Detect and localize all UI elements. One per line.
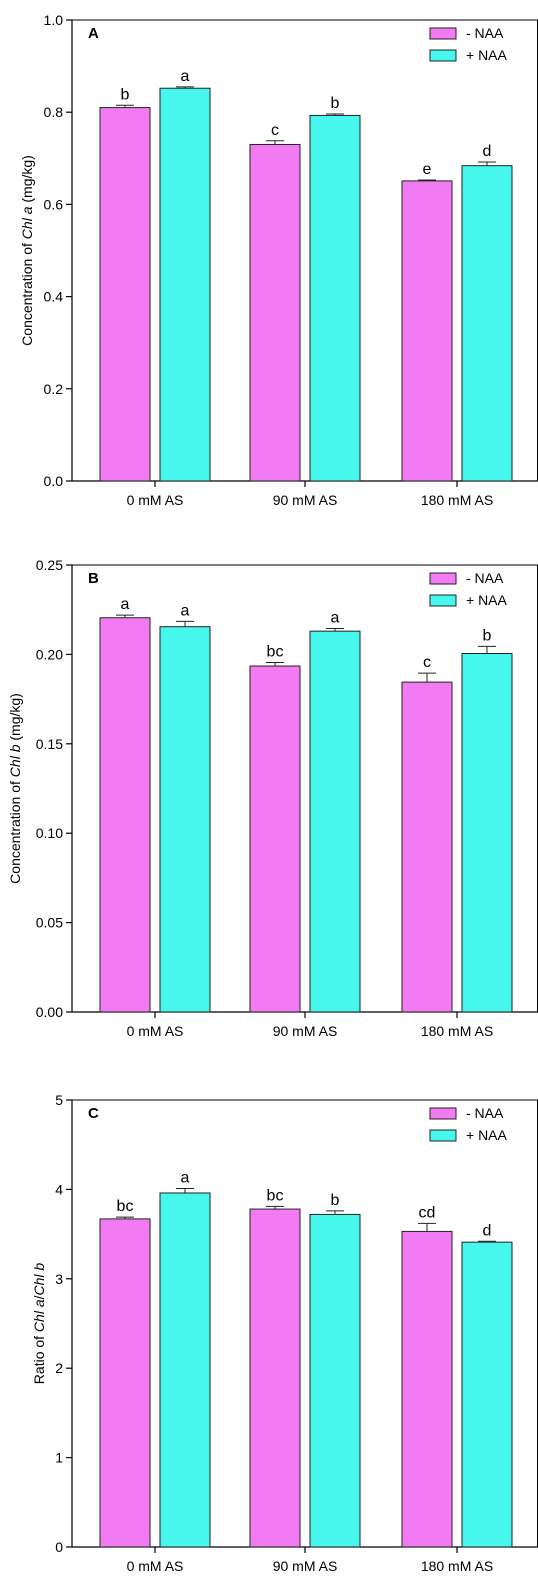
y-axis-label-part: Concentration of: [19, 239, 35, 346]
y-tick-label: 0.2: [44, 381, 64, 397]
y-axis-label-part: /: [31, 1295, 47, 1299]
panel-label: C: [88, 1105, 99, 1122]
legend-swatch: [429, 1129, 457, 1142]
significance-letter: bc: [267, 1187, 284, 1204]
y-tick-label: 0.00: [36, 1004, 63, 1020]
y-tick-label: 0.6: [44, 196, 64, 212]
y-tick-label: 0.0: [44, 473, 64, 489]
x-tick-label: 0 mM AS: [127, 492, 184, 508]
y-axis-label-part: (mg/kg): [19, 155, 35, 206]
significance-letter: c: [423, 654, 431, 671]
y-axis-label: Concentration of Chl a (mg/kg): [19, 155, 35, 346]
significance-letter: c: [271, 122, 279, 139]
chart-panel-c: 0 1 2 3 4 5 Ratio of Chl a/Chl b C 0 mM AS 90 mM …: [31, 1092, 538, 1574]
y-tick-label: 0.20: [36, 646, 63, 662]
x-tick-label: 180 mM AS: [421, 1023, 493, 1039]
legend-swatch: [429, 572, 457, 585]
legend-swatch: [429, 49, 457, 62]
y-tick-label: 0.8: [44, 104, 64, 120]
chart-panel-a: 0.0 0.2 0.4 0.6 0.8 1.0 Concentration of Chl a…: [19, 12, 538, 508]
y-axis-label-part: (mg/kg): [7, 693, 23, 744]
significance-letter: d: [483, 143, 492, 160]
bar: [461, 1241, 513, 1548]
y-axis-label-part: Concentration of: [7, 777, 23, 884]
y-tick-label: 0: [55, 1539, 63, 1555]
significance-letter: a: [331, 609, 340, 626]
bar: [159, 87, 211, 482]
significance-letter: b: [331, 1192, 340, 1209]
y-axis-label: Ratio of Chl a/Chl b: [31, 1263, 47, 1385]
panel-label: B: [88, 570, 99, 587]
bar: [99, 617, 151, 1013]
y-tick-label: 4: [55, 1181, 63, 1197]
significance-letter: cd: [419, 1204, 436, 1221]
panel-label: A: [88, 25, 99, 42]
y-tick-label: 3: [55, 1271, 63, 1287]
significance-letter: a: [181, 1170, 190, 1187]
y-axis-label-part: Chl a: [31, 1299, 47, 1332]
bar: [401, 1230, 453, 1548]
bar: [159, 626, 211, 1013]
bar: [461, 165, 513, 482]
significance-letter: e: [423, 161, 432, 178]
legend-swatch: [429, 594, 457, 607]
bar: [249, 665, 301, 1013]
bar: [309, 114, 361, 482]
y-tick-label: 1: [55, 1450, 63, 1466]
x-tick-label: 90 mM AS: [273, 492, 338, 508]
legend-swatch: [429, 27, 457, 40]
y-axis-label-part: Chl a: [19, 206, 35, 239]
bar: [99, 107, 151, 482]
significance-letter: a: [181, 68, 190, 85]
significance-letter: bc: [117, 1198, 134, 1215]
significance-letter: b: [331, 95, 340, 112]
x-tick-label: 180 mM AS: [421, 492, 493, 508]
x-tick-label: 90 mM AS: [273, 1558, 338, 1574]
legend-label: - NAA: [466, 570, 504, 586]
bar: [461, 653, 513, 1013]
bar: [249, 143, 301, 482]
y-tick-label: 0.15: [36, 736, 63, 752]
bar: [401, 681, 453, 1013]
y-axis-label-part: Chl b: [7, 744, 23, 777]
legend-label: + NAA: [466, 1127, 508, 1143]
legend-label: - NAA: [466, 1105, 504, 1121]
y-tick-label: 0.05: [36, 915, 63, 931]
legend-label: - NAA: [466, 25, 504, 41]
significance-letter: d: [483, 1222, 492, 1239]
bar: [309, 630, 361, 1013]
significance-letter: bc: [267, 643, 284, 660]
x-tick-label: 0 mM AS: [127, 1023, 184, 1039]
chart-panel-b: 0.00 0.05 0.10 0.15 0.20 0.25 Concentration of…: [7, 557, 538, 1039]
bar: [401, 180, 453, 482]
y-tick-label: 1.0: [44, 12, 64, 28]
significance-letter: a: [121, 596, 130, 613]
bar: [309, 1213, 361, 1548]
y-tick-label: 2: [55, 1360, 63, 1376]
y-axis-label-part: Ratio of: [31, 1332, 47, 1384]
significance-letter: a: [181, 602, 190, 619]
y-axis-label-part: Chl b: [31, 1263, 47, 1296]
significance-letter: b: [483, 627, 492, 644]
x-tick-label: 180 mM AS: [421, 1558, 493, 1574]
bar: [159, 1192, 211, 1548]
x-tick-label: 90 mM AS: [273, 1023, 338, 1039]
y-tick-label: 0.4: [44, 289, 64, 305]
y-tick-label: 5: [55, 1092, 63, 1108]
bar: [99, 1218, 151, 1548]
significance-letter: b: [121, 86, 130, 103]
legend-label: + NAA: [466, 592, 508, 608]
y-axis-label: Concentration of Chl b (mg/kg): [7, 693, 23, 884]
y-tick-label: 0.25: [36, 557, 63, 573]
legend-swatch: [429, 1107, 457, 1120]
legend-label: + NAA: [466, 47, 508, 63]
y-tick-label: 0.10: [36, 825, 63, 841]
bar: [249, 1208, 301, 1548]
x-tick-label: 0 mM AS: [127, 1558, 184, 1574]
